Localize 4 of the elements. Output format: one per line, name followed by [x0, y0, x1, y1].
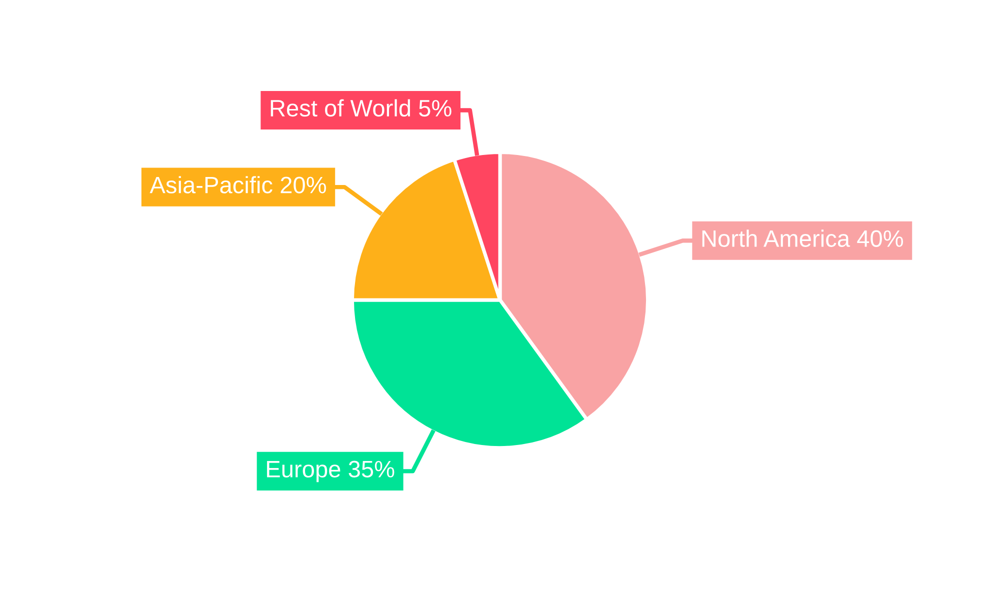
slice-label: Rest of World 5% — [270, 99, 452, 117]
slice-label: North America 40% — [702, 230, 904, 247]
slice-label: Europe 35% — [267, 460, 394, 482]
slice-label: Asia-Pacific 20% — [150, 176, 326, 194]
